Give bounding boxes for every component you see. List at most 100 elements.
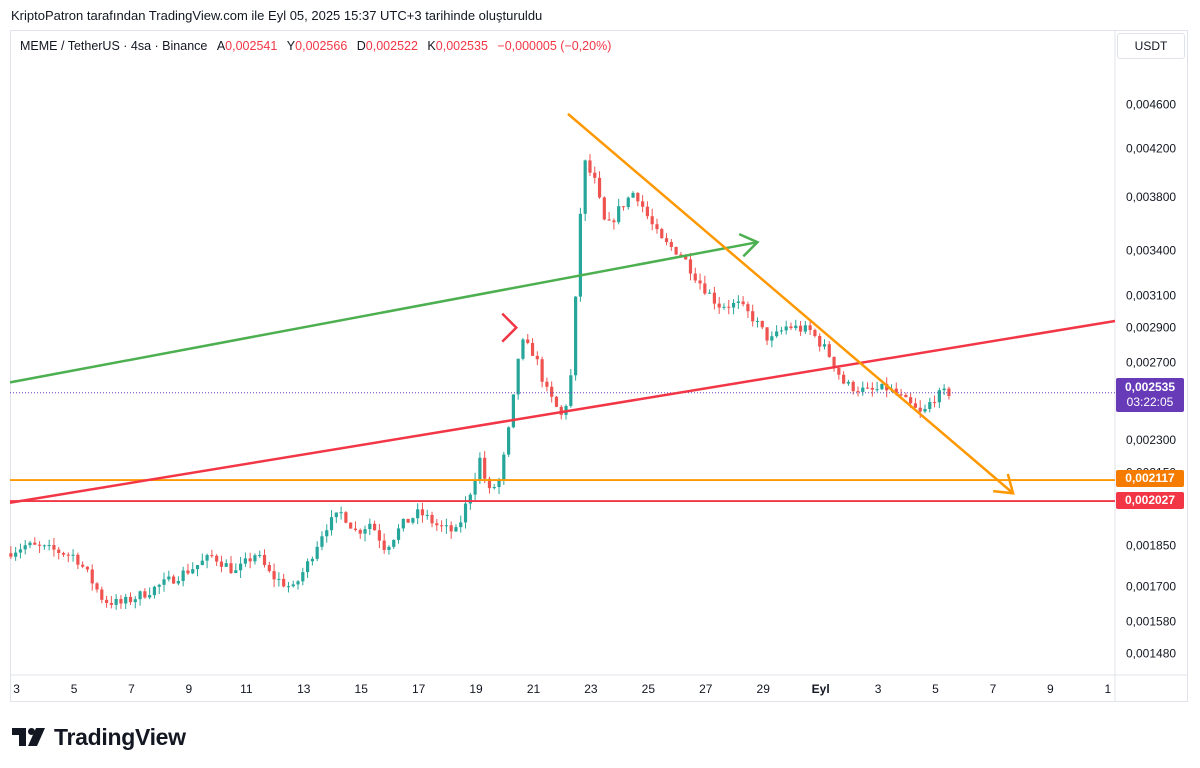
candle-down: [430, 514, 434, 524]
candle-up: [258, 554, 262, 556]
candle-up: [23, 545, 27, 550]
candle-down: [248, 558, 252, 562]
time-tick-label: 17: [412, 682, 426, 696]
candle-up: [148, 595, 152, 598]
tradingview-logo[interactable]: TradingView: [12, 723, 186, 751]
candle-down: [703, 283, 707, 294]
candle-up: [411, 518, 415, 523]
candle-down: [760, 320, 764, 328]
candle-down: [636, 192, 640, 202]
candle-down: [171, 576, 176, 584]
candle-up: [157, 584, 161, 587]
candle-up: [243, 558, 247, 564]
candle-up: [822, 344, 827, 347]
currency-selector[interactable]: USDT: [1117, 33, 1185, 59]
green-ascending-line-arrowhead: [738, 232, 760, 258]
candle-up: [320, 536, 324, 547]
price-tick-label: 0,004600: [1126, 97, 1176, 111]
candle-up: [291, 584, 295, 587]
candle-up: [315, 546, 319, 559]
candle-down: [674, 246, 678, 255]
candle-down: [669, 242, 673, 247]
candle-down: [483, 457, 487, 479]
candle-up: [444, 525, 448, 527]
candle-up: [181, 570, 185, 582]
red-ascending-support: [9, 319, 1116, 504]
candle-up: [42, 545, 46, 547]
candle-up: [138, 591, 142, 600]
time-tick-label: 29: [757, 682, 771, 696]
price-tick-label: 0,002700: [1126, 355, 1176, 369]
candle-up: [923, 408, 927, 412]
candle-up: [277, 578, 281, 580]
candle-up: [195, 565, 200, 570]
candle-down: [588, 160, 592, 173]
candle-up: [368, 523, 372, 530]
candle-down: [602, 197, 606, 220]
candle-down: [727, 306, 731, 308]
time-tick-label: 9: [1047, 682, 1054, 696]
candle-up: [296, 581, 300, 585]
candle-down: [593, 172, 597, 178]
candle-down: [353, 528, 358, 530]
candle-up: [583, 160, 587, 214]
red-arrow-marker: [501, 312, 519, 343]
candle-up: [784, 326, 788, 331]
orange-descending-trend-arrowhead: [993, 473, 1015, 495]
candle-up: [253, 555, 257, 562]
price-tick-label: 0,001850: [1126, 538, 1176, 552]
candle-up: [387, 546, 391, 550]
candle-up: [626, 197, 630, 208]
time-tick-label: 1: [1104, 682, 1111, 696]
candles-group: [9, 154, 951, 610]
candle-down: [765, 327, 769, 341]
candle-down: [119, 598, 123, 604]
time-tick-label: 25: [642, 682, 656, 696]
candle-up: [401, 518, 405, 529]
candle-down: [440, 525, 444, 527]
candle-up: [286, 586, 291, 588]
snapshot-caption: KriptoPatron tarafından TradingView.com …: [11, 8, 543, 23]
candle-down: [554, 396, 559, 407]
candle-up: [162, 579, 166, 585]
candle-down: [664, 238, 669, 243]
candle-down: [526, 339, 530, 343]
close-label: K: [427, 39, 436, 53]
time-tick-label: 23: [584, 682, 598, 696]
candle-down: [650, 216, 654, 225]
candle-up: [794, 325, 798, 329]
candle-up: [18, 549, 23, 553]
candle-down: [947, 388, 951, 397]
price-tick-label: 0,001700: [1126, 579, 1176, 593]
candle-down: [487, 478, 492, 489]
candle-down: [612, 220, 616, 223]
time-tick-label: 9: [186, 682, 193, 696]
candle-up: [325, 530, 329, 537]
candle-up: [334, 512, 338, 518]
candle-up: [124, 596, 128, 604]
candle-down: [373, 523, 377, 531]
candle-down: [382, 540, 386, 550]
time-tick-label: 13: [297, 682, 311, 696]
open-label: A: [216, 39, 226, 53]
time-tick-label: Eyl: [812, 682, 830, 696]
candle-up: [775, 331, 779, 337]
candle-down: [808, 325, 812, 330]
tradingview-logo-icon: [12, 728, 45, 746]
candle-down: [789, 326, 793, 329]
candle-up: [416, 509, 420, 519]
candle-down: [9, 553, 13, 557]
candle-up: [191, 569, 195, 574]
candle-down: [81, 564, 85, 567]
price-tick-label: 0,002300: [1126, 433, 1176, 447]
symbol-name[interactable]: MEME / TetherUS · 4sa · Binance: [20, 39, 208, 53]
candle-down: [530, 342, 535, 356]
candle-down: [607, 219, 611, 221]
last-price-badge: 0,002535 03:22:05: [1116, 378, 1184, 412]
candle-up: [708, 292, 712, 294]
price-tick-label: 0,003800: [1126, 190, 1176, 204]
candle-down: [52, 545, 56, 550]
candle-up: [574, 296, 578, 376]
time-tick-label: 7: [990, 682, 997, 696]
